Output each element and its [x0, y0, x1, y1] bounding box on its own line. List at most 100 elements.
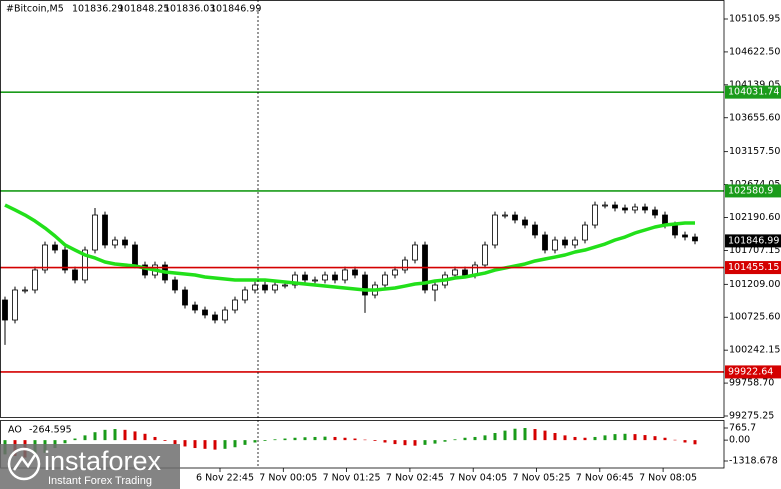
ao-bar: [343, 437, 347, 441]
candle-body: [412, 244, 418, 261]
ao-bar: [133, 431, 137, 441]
ao-bar: [223, 440, 227, 449]
candle-body: [312, 279, 318, 282]
ao-bar: [353, 438, 357, 441]
ao-bar: [123, 429, 127, 441]
candle-body: [562, 239, 568, 246]
ao-bar: [693, 440, 697, 445]
ao-bar: [73, 438, 77, 441]
ao-bar: [423, 440, 427, 445]
ao-bar: [283, 438, 287, 441]
ao-bar: [603, 435, 607, 441]
ao-bar: [583, 437, 587, 441]
ao-bar: [213, 440, 217, 450]
ao-bar: [463, 437, 467, 441]
ao-bar: [313, 436, 317, 441]
ao-bar: [153, 436, 157, 441]
price-label-bg: [725, 234, 781, 248]
candle-body: [602, 204, 608, 207]
candle-body: [362, 274, 368, 296]
candle-body: [132, 244, 138, 266]
ao-bar: [363, 439, 367, 441]
candle-body: [632, 206, 638, 211]
level-label: 104031.74: [728, 87, 779, 98]
candle-body: [2, 299, 8, 321]
indicator-value: -264.595: [29, 425, 72, 436]
candle-body: [462, 269, 468, 276]
candle-body: [302, 274, 308, 281]
ao-bar: [433, 440, 437, 444]
ao-bar: [93, 432, 97, 441]
y-tick-label: 104139.05: [729, 79, 780, 90]
x-tick-label: 7 Nov 06:45: [576, 473, 634, 484]
y-tick-label: 0.00: [729, 435, 750, 446]
candle-body: [552, 239, 558, 251]
ao-bar: [473, 436, 477, 441]
y-tick-label: 102190.60: [729, 212, 780, 223]
candle-body: [232, 299, 238, 311]
ao-bar: [203, 440, 207, 449]
level-label-bg: [725, 184, 781, 198]
ao-bar: [263, 440, 267, 441]
candle-body: [652, 209, 658, 216]
candle-body: [342, 269, 348, 281]
level-label: 101455.15: [728, 262, 779, 273]
candle-body: [672, 224, 678, 236]
candle-body: [212, 314, 218, 321]
candle-body: [182, 289, 188, 306]
ao-bar: [443, 440, 447, 442]
level-label-bg: [725, 261, 781, 275]
level-label: 102580.9: [728, 185, 773, 196]
x-tick-label: 7 Nov 04:05: [449, 473, 507, 484]
y-tick-label: 103157.50: [729, 146, 780, 157]
ao-bar: [633, 434, 637, 441]
y-tick-label: 99275.25: [729, 410, 774, 421]
header-value: 101848.25: [118, 4, 169, 15]
ao-bar: [613, 434, 617, 441]
candle-body: [292, 274, 298, 286]
ao-bar: [643, 435, 647, 441]
y-tick-label: 765.7: [729, 423, 756, 434]
ao-bar: [183, 440, 187, 447]
candle-body: [82, 249, 88, 281]
ao-bar: [173, 440, 177, 445]
y-tick-label: 100725.60: [729, 312, 780, 323]
candle-body: [492, 214, 498, 246]
x-tick-label: 7 Nov 02:45: [386, 473, 444, 484]
candle-body: [92, 214, 98, 251]
candle-body: [322, 274, 328, 281]
ao-bar: [323, 436, 327, 441]
ao-bar: [483, 435, 487, 441]
candle-body: [222, 309, 228, 321]
candle-body: [242, 289, 248, 301]
candle-body: [32, 269, 38, 291]
candle-body: [192, 304, 198, 311]
ao-bar: [413, 440, 417, 446]
candle-body: [432, 284, 438, 291]
ao-bar: [163, 440, 167, 441]
candle-body: [592, 204, 598, 226]
y-tick-label: 101209.00: [729, 279, 780, 290]
main-frame: [0, 0, 725, 418]
candle-body: [332, 274, 338, 281]
y-tick-label: 104622.50: [729, 46, 780, 57]
candle-body: [532, 224, 538, 236]
x-tick-label: 7 Nov 01:25: [323, 473, 381, 484]
candle-body: [52, 244, 58, 251]
ao-bar: [683, 440, 687, 443]
y-tick-label: 100242.15: [729, 345, 780, 356]
watermark-logo-mark: [12, 454, 37, 471]
y-tick-label: 103655.60: [729, 112, 780, 123]
ao-bar: [673, 439, 677, 441]
ao-bar: [533, 429, 537, 441]
plot-area: 105105.95 104622.50 104139.05 103655.60 1031…: [0, 13, 780, 484]
ao-bar: [523, 428, 527, 441]
ao-bar: [393, 440, 397, 445]
candle-body: [522, 219, 528, 226]
price-label: 101846.99: [728, 235, 779, 246]
y-tick-label: 105105.95: [729, 13, 780, 24]
header-value: 101836.03: [164, 4, 215, 15]
ao-bar: [563, 435, 567, 441]
